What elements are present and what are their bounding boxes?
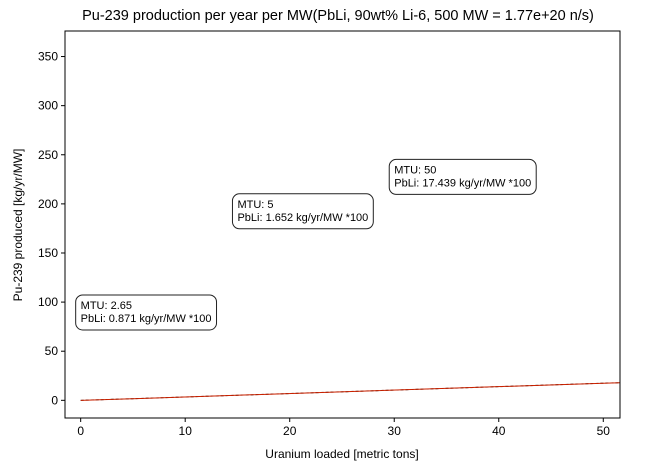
y-axis-label: Pu-239 produced [kg/yr/MW]	[11, 149, 25, 302]
x-axis-label: Uranium loaded [metric tons]	[265, 447, 418, 461]
x-tick-label: 0	[77, 424, 84, 438]
x-tick-label: 40	[492, 424, 506, 438]
series-line-1	[80, 382, 621, 401]
annotation-line-2: PbLi: 17.439 kg/yr/MW *100	[394, 177, 531, 189]
y-tick-label: 200	[38, 197, 58, 211]
y-tick-label: 350	[38, 50, 58, 64]
x-tick-label: 30	[388, 424, 402, 438]
y-tick-label: 150	[38, 246, 58, 260]
x-axis: 0 10 20 30 40 50	[77, 418, 610, 438]
y-axis: 0 50 100 150 200 250 300 350	[38, 50, 65, 407]
y-tick-label: 0	[51, 393, 58, 407]
x-tick-label: 50	[597, 424, 611, 438]
annotation-box	[231, 193, 374, 230]
y-tick-label: 50	[45, 344, 59, 358]
plot-frame	[64, 30, 621, 419]
annotation-line-1: MTU: 5	[237, 199, 273, 211]
annotation-line-2: PbLi: 1.652 kg/yr/MW *100	[237, 212, 368, 224]
x-tick-label: 20	[283, 424, 297, 438]
annotation-line-1: MTU: 50	[394, 164, 436, 176]
y-tick-label: 300	[38, 99, 58, 113]
annotation-box	[388, 158, 537, 195]
annotation-box	[75, 294, 218, 331]
y-tick-label: 100	[38, 295, 58, 309]
series-layer	[80, 382, 621, 401]
annotation-line-2: PbLi: 0.871 kg/yr/MW *100	[81, 313, 212, 325]
chart-title: Pu-239 production per year per MW(PbLi, …	[82, 8, 594, 24]
x-tick-label: 10	[179, 424, 193, 438]
annotation-line-1: MTU: 2.65	[81, 300, 132, 312]
y-tick-label: 250	[38, 148, 58, 162]
